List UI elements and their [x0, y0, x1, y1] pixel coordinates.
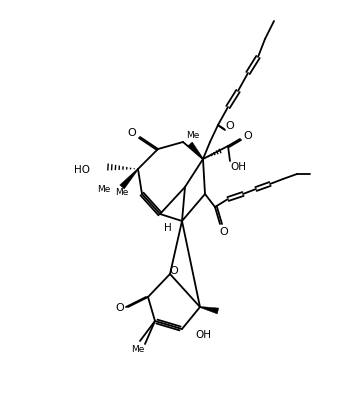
Text: OH: OH [230, 162, 246, 172]
Text: O: O [170, 265, 179, 275]
Text: OH: OH [195, 329, 211, 339]
Text: H: H [164, 223, 172, 233]
Text: Me: Me [131, 344, 145, 354]
Text: Me: Me [97, 185, 110, 194]
Text: O: O [226, 121, 234, 131]
Text: O: O [220, 227, 228, 237]
Polygon shape [200, 307, 219, 314]
Text: O: O [116, 302, 124, 312]
Text: Me: Me [115, 188, 128, 197]
Text: HO: HO [74, 164, 90, 174]
Polygon shape [120, 169, 139, 190]
Text: Me: Me [186, 130, 199, 139]
Text: O: O [128, 128, 136, 138]
Text: O: O [244, 131, 252, 141]
Polygon shape [188, 143, 203, 160]
